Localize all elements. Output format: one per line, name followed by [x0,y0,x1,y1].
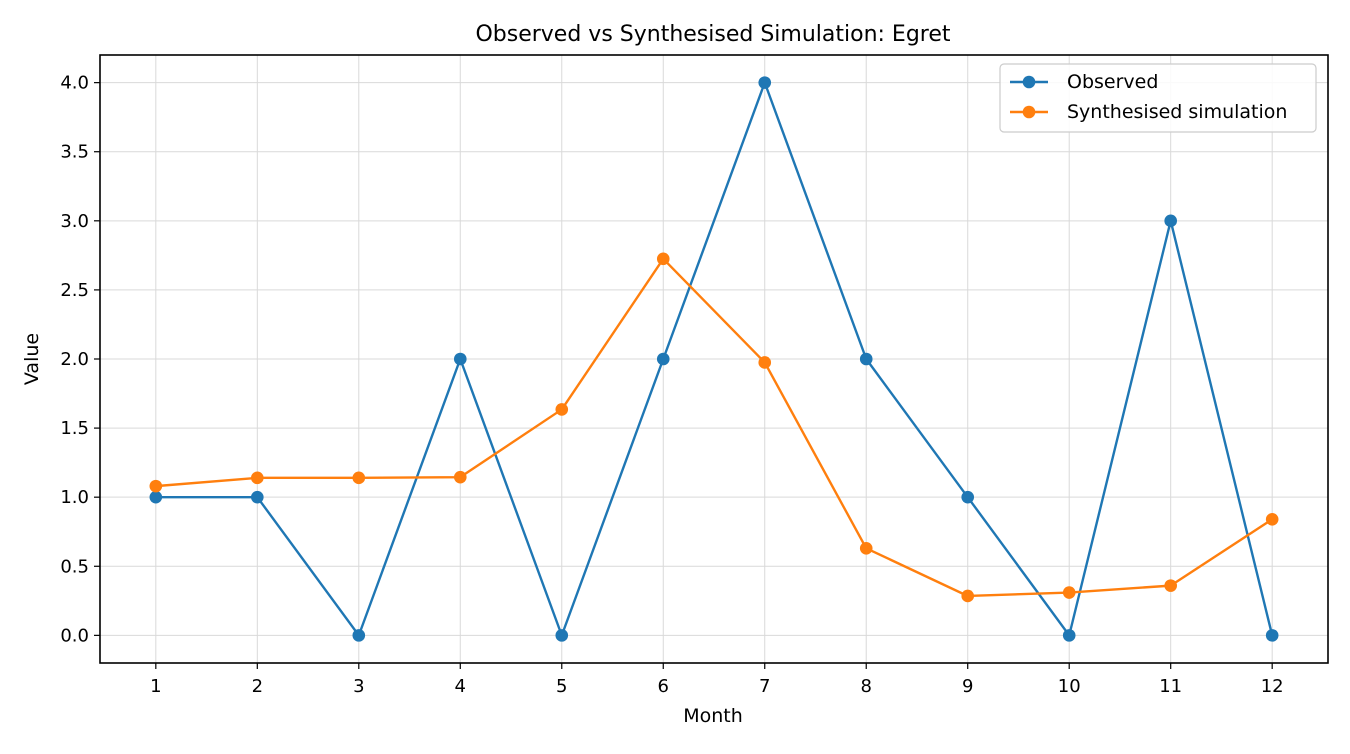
y-tick-label: 1.5 [60,418,89,439]
x-tick-label: 6 [658,676,669,697]
x-tick-label: 4 [455,676,466,697]
legend-box [999,63,1317,133]
y-tick-label: 0.0 [60,625,89,646]
legend-item: Observed [1010,71,1158,93]
data-point [1164,214,1177,228]
y-tick-label: 3.0 [60,211,89,232]
legend-item: Synthesised simulation [1010,101,1287,123]
series-line [155,81,1274,637]
y-tick-label: 3.5 [60,142,89,163]
data-point [656,352,670,366]
data-point [1164,579,1177,592]
x-tick-label: 8 [861,676,872,697]
legend-marker [1022,105,1036,119]
data-point [758,76,772,89]
x-tick-label: 9 [962,676,973,697]
data-point [1062,629,1076,642]
series-layer [149,76,1279,642]
data-point [555,629,569,642]
x-tick-label: 7 [759,676,770,697]
axis-ticks: 1 2 3 4 5 6 7 8 9 10 11 120.00.51.01.52.02.53.03.54… [60,73,1283,697]
data-point [352,629,366,642]
data-point [656,252,670,266]
y-tick-label: 2.5 [60,280,89,301]
data-point [453,470,467,484]
data-point [352,471,366,485]
grid-lines [100,55,1328,663]
data-point [149,490,163,504]
x-tick-label: 1 [150,676,161,697]
y-tick-label: 4.0 [60,73,89,94]
series-1 [149,76,1279,642]
y-tick-label: 1.0 [60,487,89,508]
data-point [758,356,772,369]
data-point [859,352,873,366]
legend-label: Synthesised simulation [1067,101,1287,123]
data-point [859,542,873,555]
series-line [155,257,1273,598]
data-point [961,490,975,504]
data-point [251,490,264,504]
data-point [1265,629,1279,642]
x-axis-label: Month [683,705,743,727]
x-tick-label: 5 [556,676,567,697]
legend-label: Observed [1067,71,1158,93]
data-point [149,479,163,493]
y-tick-label: 2.0 [60,349,89,370]
y-axis-label: Value [21,333,43,385]
data-point [251,471,264,485]
y-tick-label: 0.5 [60,556,89,577]
data-point [1062,586,1076,599]
series-2 [149,252,1279,603]
data-point [555,403,569,416]
legend-marker [1022,75,1036,89]
chart-title: Observed vs Synthesised Simulation: Egre… [475,22,950,47]
x-tick-label: 12 [1261,676,1284,697]
x-tick-label: 11 [1159,676,1182,697]
legend: Observed Synthesised simulation [999,63,1317,133]
data-point [453,352,467,366]
x-tick-label: 10 [1058,676,1081,697]
x-tick-label: 2 [252,676,263,697]
data-point [961,589,975,603]
data-point [1265,512,1279,526]
x-tick-label: 3 [353,676,364,697]
